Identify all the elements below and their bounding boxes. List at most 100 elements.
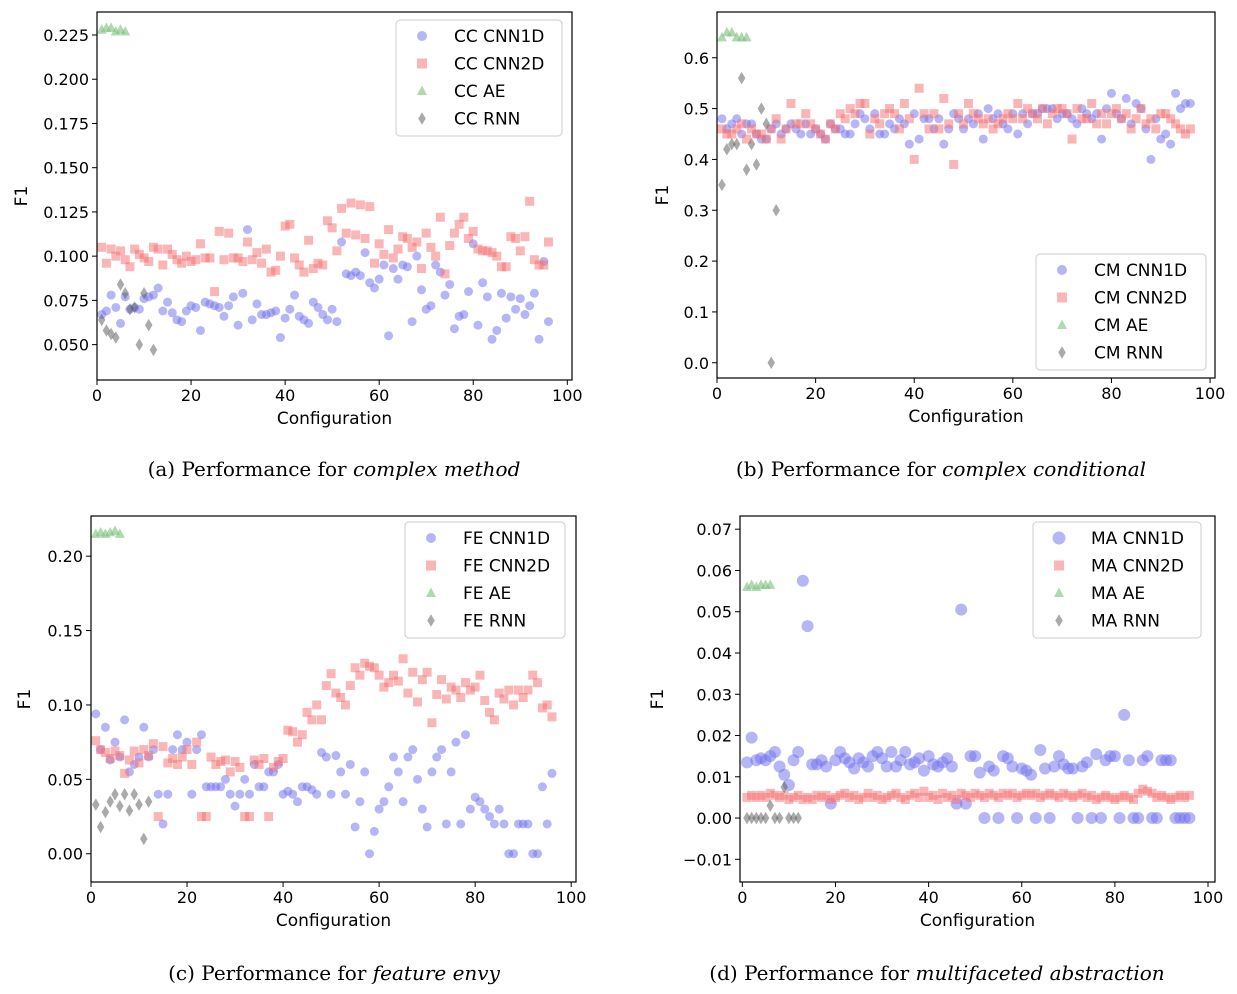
data-point [723,143,731,156]
data-point [446,682,456,692]
data-point [247,315,257,325]
data-point [914,792,924,802]
data-point [177,317,187,327]
data-point [280,221,290,231]
data-point [494,688,504,698]
data-point [978,119,988,129]
data-point [880,109,890,119]
legend: MA CNN1D MA CNN2D MA AE MA RNN [1032,521,1202,639]
data-point [776,134,786,144]
data-point [1032,114,1042,124]
plot-frame [739,515,1216,883]
data-point [365,661,375,671]
data-point [1164,754,1177,767]
data-point [240,812,250,822]
series-cnn2d [97,196,553,297]
data-point [326,669,336,679]
data-point [533,678,543,688]
plot-area [90,525,557,859]
data-point [529,288,539,298]
data-point [1121,93,1131,103]
data-point [1150,812,1163,825]
data-point [796,129,806,139]
data-point [775,811,784,825]
data-point [247,255,257,265]
data-point [351,230,361,240]
data-point [492,325,502,335]
data-point [956,788,966,798]
data-point [1087,99,1097,108]
data-point [355,670,365,680]
data-point [747,790,757,800]
legend-marker [426,587,436,597]
y-tick-label: 0.075 [43,291,89,310]
data-point [336,693,346,703]
data-point [848,762,861,775]
data-point [1025,768,1038,781]
data-point [292,797,302,807]
data-point [252,248,262,258]
plot-area [716,26,1195,369]
data-point [743,811,751,825]
data-point [762,117,771,131]
data-point [346,198,356,208]
data-point [1106,109,1116,119]
data-point [1115,792,1125,802]
data-point [1077,788,1087,798]
data-point [865,129,875,139]
data-point [766,124,776,134]
data-point [537,782,547,792]
data-point [781,124,791,134]
data-point [195,325,205,335]
data-point [896,792,906,802]
x-tick-label: 80 [463,386,483,405]
data-point [475,670,485,680]
data-point [422,822,432,832]
data-point [525,301,535,311]
data-point [163,789,173,799]
figure-caption: (c) Performance for feature envy [168,961,501,985]
data-point [796,119,806,129]
data-point [1166,114,1176,124]
data-point [868,792,878,802]
data-point [998,788,1008,798]
data-point [91,736,101,746]
data-point [417,264,427,274]
data-point [124,755,134,765]
data-point [1110,794,1120,804]
legend-box [1032,521,1202,639]
data-point [904,114,914,124]
data-point [515,246,525,256]
data-point [480,804,490,814]
data-point [417,675,427,685]
data-point [534,260,544,270]
data-point [757,811,765,825]
data-point [148,739,158,749]
y-tick-label: 0.00 [696,809,732,828]
data-point [468,226,478,236]
data-point [970,788,980,798]
data-point [1183,812,1196,825]
plot-frame [716,11,1216,379]
data-point [249,755,259,765]
data-point [944,119,954,129]
data-point [1175,790,1185,800]
data-point [214,302,224,312]
data-point [135,338,144,351]
data-point [407,242,417,252]
plot-area [740,574,1196,825]
x-tick-label: 20 [825,888,845,907]
x-axis-label: Configuration [277,409,392,429]
data-point [322,216,332,226]
data-point [464,287,474,297]
data-point [850,119,860,129]
data-point [337,203,347,213]
data-point [316,715,326,725]
data-point [422,667,432,677]
data-point [998,114,1008,124]
data-point [534,334,544,344]
y-tick-label: 0.6 [684,49,709,68]
legend-marker [1054,560,1064,571]
data-point [111,251,121,261]
